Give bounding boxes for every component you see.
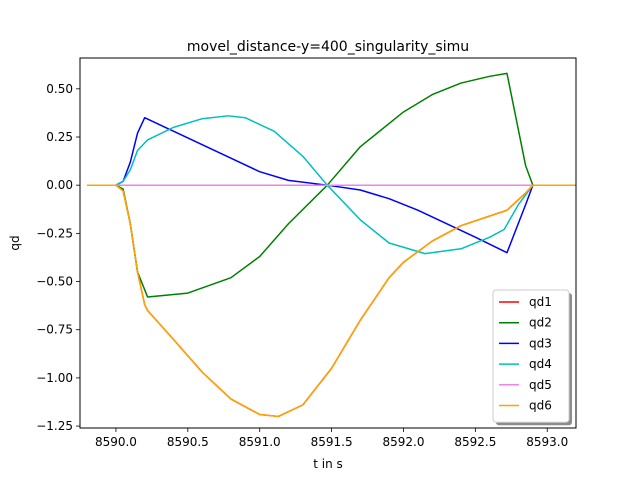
y-tick-label: −0.50: [36, 275, 73, 289]
x-tick-label: 8590.0: [95, 435, 137, 449]
legend-label-qd4: qd4: [529, 357, 552, 371]
x-axis-label: t in s: [313, 457, 343, 471]
series-line-qd4: [87, 115, 576, 255]
y-tick-label: −1.25: [36, 419, 73, 433]
y-tick-label: −0.25: [36, 226, 73, 240]
legend: qd1 qd2 qd3 qd4 qd5 qd6: [492, 289, 572, 426]
series-layer: [87, 72, 576, 418]
axes-frame: [79, 57, 577, 429]
legend-label-qd6: qd6: [529, 399, 552, 413]
y-tick-label: 0.50: [46, 82, 73, 96]
legend-label-qd2: qd2: [529, 316, 552, 330]
plot-area: [79, 57, 577, 429]
x-axis-ticks: 8590.0 8590.5 8591.0 8591.5 8592.0 8592.5 8593…: [95, 428, 568, 449]
y-axis-ticks: 0.50 0.25 0.00 −0.25 −0.50 −0.75 −1.00 −1.25: [36, 82, 80, 433]
chart-title: movel_distance-y=400_singularity_simu: [187, 39, 469, 55]
x-tick-label: 8591.0: [239, 435, 281, 449]
y-tick-label: 0.25: [46, 130, 73, 144]
x-tick-label: 8593.0: [526, 435, 568, 449]
y-axis-label: qd: [8, 235, 22, 250]
series-line-qd6: [87, 184, 576, 418]
y-tick-label: −1.00: [36, 371, 73, 385]
x-tick-label: 8592.0: [382, 435, 424, 449]
x-tick-label: 8591.5: [311, 435, 353, 449]
x-tick-label: 8592.5: [454, 435, 496, 449]
y-tick-label: −0.75: [36, 323, 73, 337]
y-tick-label: 0.00: [46, 178, 73, 192]
legend-label-qd1: qd1: [529, 295, 552, 309]
legend-label-qd3: qd3: [529, 336, 552, 350]
x-tick-label: 8590.5: [167, 435, 209, 449]
legend-label-qd5: qd5: [529, 378, 552, 392]
series-line-qd3: [87, 116, 576, 254]
